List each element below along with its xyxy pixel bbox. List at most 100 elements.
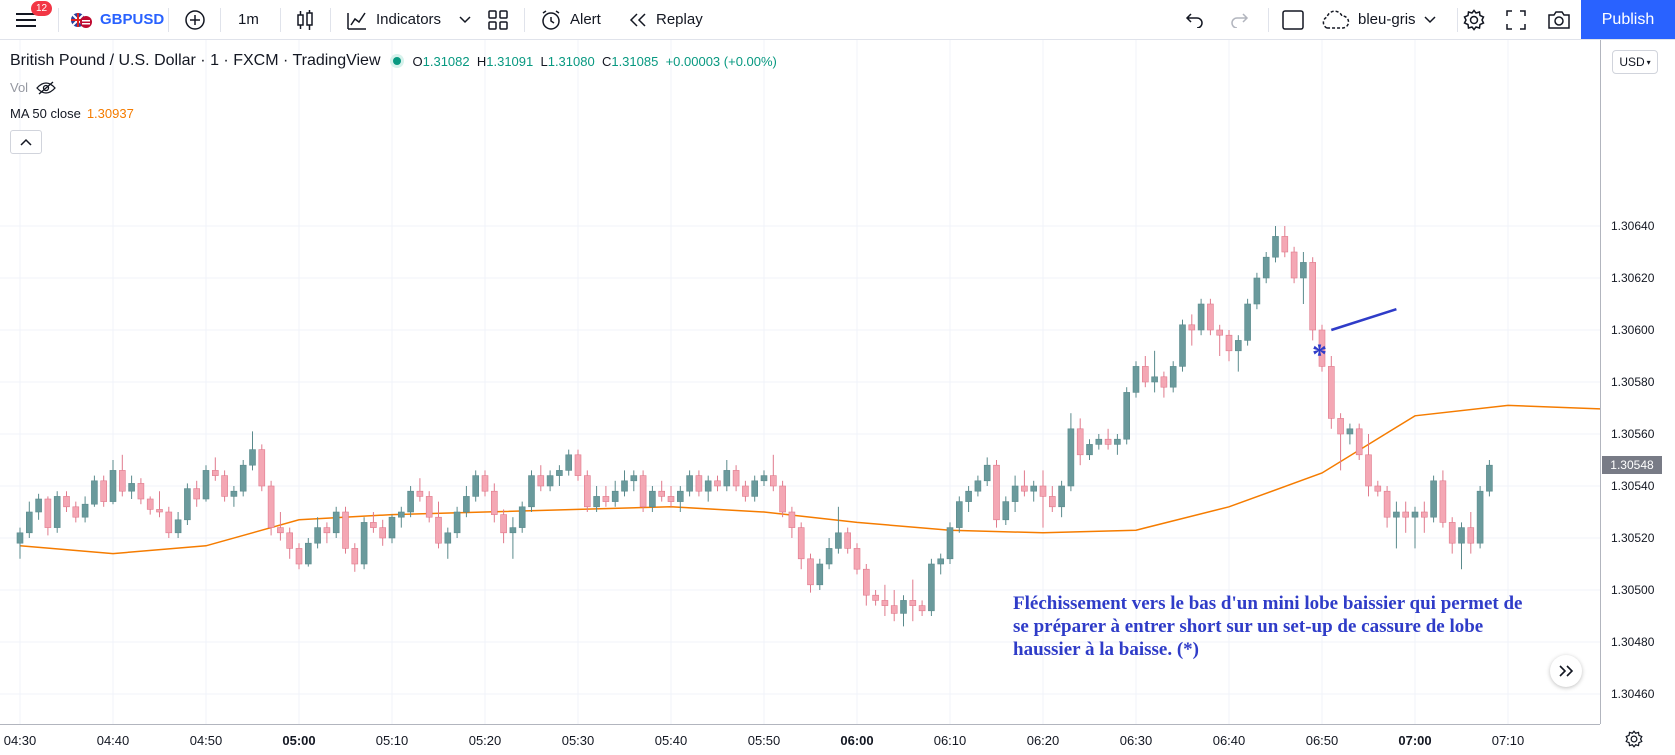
candle-body: [1300, 262, 1307, 279]
candle-body: [918, 605, 926, 612]
candle: [1328, 356, 1335, 429]
collapse-legend-button[interactable]: [10, 130, 42, 154]
indicators-button[interactable]: Indicators: [346, 0, 441, 39]
candle: [1253, 272, 1261, 310]
candle-body: [1151, 376, 1158, 383]
settings-button[interactable]: [1463, 0, 1485, 39]
candle-body: [435, 516, 442, 544]
volume-legend[interactable]: Vol: [10, 80, 56, 95]
candle-body: [212, 470, 219, 476]
candle-body: [937, 558, 945, 565]
hamburger-menu-icon: [16, 12, 36, 27]
time-tick-label: 05:30: [561, 733, 595, 748]
candle: [518, 501, 526, 533]
candle-body: [1002, 501, 1010, 521]
camera-icon: [1548, 10, 1570, 29]
candle: [844, 527, 852, 554]
symbol-search-button[interactable]: GBPUSD: [70, 0, 164, 39]
candle: [658, 480, 666, 502]
notification-badge: 12: [31, 1, 53, 16]
candle: [453, 506, 461, 538]
candle: [100, 475, 107, 507]
expand-icon: [1506, 9, 1526, 30]
layout-save-button[interactable]: bleu-gris: [1320, 0, 1436, 39]
candle-body: [425, 496, 433, 518]
candle-body: [1114, 438, 1121, 445]
candle: [751, 475, 759, 502]
candle-body: [1207, 303, 1214, 331]
alert-button[interactable]: Alert: [540, 0, 601, 39]
candle-body: [1058, 485, 1065, 508]
candle: [1467, 512, 1475, 554]
fullscreen-mode-button[interactable]: [1282, 0, 1304, 39]
fullscreen-button[interactable]: [1506, 0, 1526, 39]
candle-body: [797, 527, 805, 560]
axis-settings-button[interactable]: [1625, 730, 1643, 753]
candle: [1067, 413, 1075, 492]
candle: [816, 558, 824, 590]
menu-button[interactable]: [16, 0, 38, 39]
candles-series: [16, 226, 1493, 627]
snapshot-button[interactable]: [1547, 0, 1571, 39]
time-tick-label: 05:20: [468, 733, 502, 748]
chart-type-button[interactable]: [296, 0, 314, 39]
replay-button[interactable]: Replay: [628, 0, 703, 39]
candle: [742, 480, 749, 502]
candle-body: [1235, 340, 1242, 352]
price-axis[interactable]: 1.30640 1.30620 1.30600 1.30580 1.30560 1.305…: [1600, 40, 1675, 724]
cloud-icon: [1322, 10, 1350, 29]
candle-body: [146, 498, 154, 510]
candle-body: [807, 558, 814, 586]
high-key: H: [476, 53, 487, 69]
candle: [1151, 350, 1158, 393]
candle-body: [676, 490, 684, 502]
candle-body: [202, 470, 210, 500]
candle: [416, 478, 424, 502]
price-tick-label: 1.30500: [1611, 583, 1655, 597]
candle-body: [630, 475, 638, 482]
interval-button[interactable]: 1m: [238, 0, 259, 39]
double-chevron-right-icon: [1559, 665, 1574, 677]
candle-body: [332, 511, 340, 534]
candle: [1160, 371, 1168, 398]
candle: [277, 512, 284, 541]
candle-body: [1169, 366, 1177, 388]
annotation-asterisk[interactable]: *: [1312, 338, 1327, 371]
layouts-button[interactable]: [488, 0, 508, 39]
candle: [435, 501, 442, 549]
alarm-clock-icon: [542, 9, 560, 30]
candle-body: [193, 488, 200, 500]
candle-body: [983, 464, 991, 482]
candle: [509, 517, 517, 559]
undo-button[interactable]: [1185, 0, 1205, 39]
candle: [137, 478, 145, 505]
candle-body: [174, 519, 182, 534]
ma-legend[interactable]: MA 50 close 1.30937: [10, 106, 134, 121]
candle-body: [1346, 428, 1354, 435]
annotation-text[interactable]: Fléchissement vers le bas d'un mini lobe…: [1013, 593, 1523, 660]
candle: [1011, 475, 1019, 512]
candle: [704, 475, 712, 502]
currency-selector[interactable]: USD ▾: [1612, 50, 1658, 74]
candle-body: [370, 522, 377, 528]
eye-hidden-icon[interactable]: [36, 81, 56, 95]
candle-body: [397, 511, 405, 518]
candle: [881, 584, 889, 616]
candle-body: [509, 527, 517, 534]
price-tick-label: 1.30640: [1611, 219, 1655, 233]
candle-body: [751, 480, 759, 497]
scroll-to-realtime-button[interactable]: [1550, 655, 1582, 687]
candle: [1207, 298, 1214, 336]
indicators-dropdown[interactable]: [459, 0, 471, 39]
time-axis[interactable]: 04:30 04:40 04:50 05:00 05:10 05:20 05:30 05:40…: [0, 724, 1600, 755]
price-chart[interactable]: [0, 40, 1600, 724]
high-value: 1.31091: [486, 53, 534, 69]
redo-button[interactable]: [1229, 0, 1249, 39]
publish-button[interactable]: Publish: [1581, 0, 1675, 39]
candle: [1049, 486, 1056, 512]
candle: [156, 491, 163, 518]
price-tick-label: 1.30460: [1611, 687, 1655, 701]
compare-button[interactable]: [184, 0, 206, 39]
candle-body: [853, 548, 861, 570]
candle: [304, 538, 312, 567]
